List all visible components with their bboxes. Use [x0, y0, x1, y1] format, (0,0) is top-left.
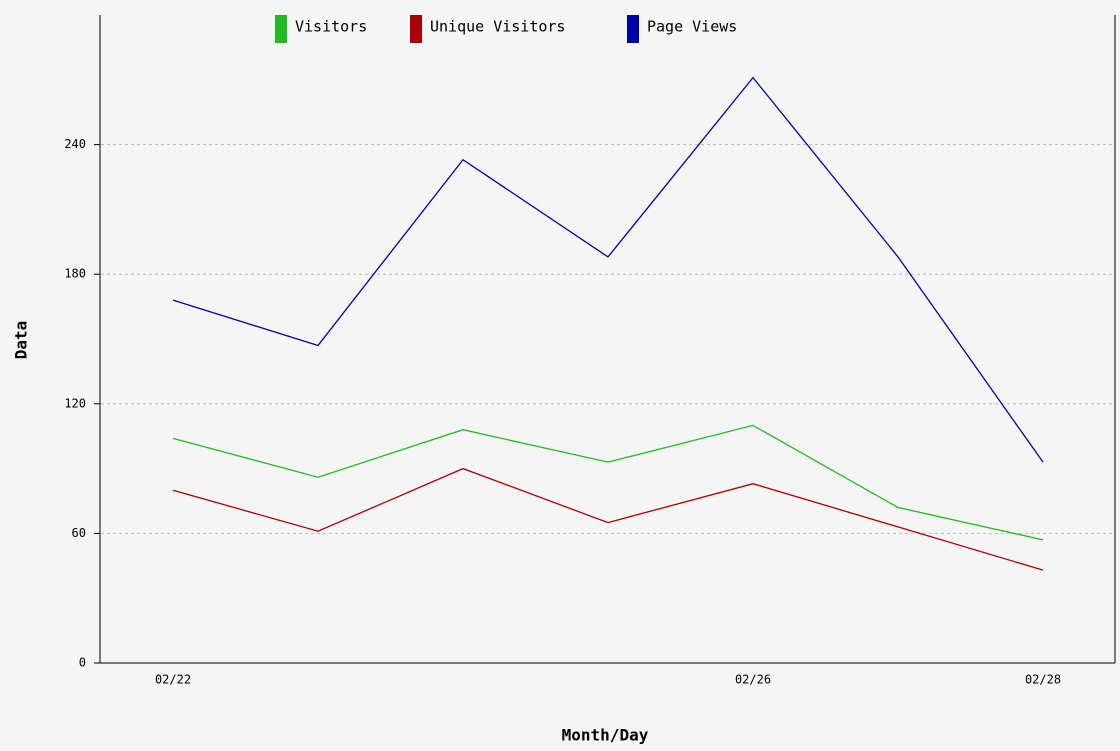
legend-swatch — [627, 15, 639, 43]
y-tick-label: 0 — [79, 656, 86, 670]
x-tick-label: 02/28 — [1025, 673, 1061, 687]
legend-text: Page Views — [647, 18, 737, 36]
legend-text: Unique Visitors — [430, 18, 565, 36]
data-line — [172, 467, 1044, 571]
y-tick-label: 120 — [64, 396, 86, 410]
y-tick-label: 240 — [64, 137, 86, 151]
x-tick-label: 02/22 — [155, 673, 191, 687]
y-tick-label: 60 — [72, 526, 86, 540]
y-axis-title: Data — [12, 321, 31, 360]
y-tick-label: 180 — [64, 267, 86, 281]
legend-text: Visitors — [295, 18, 367, 36]
x-tick-label: 02/26 — [735, 673, 771, 687]
x-axis-title: Month/Day — [562, 726, 649, 745]
data-line — [172, 76, 1044, 463]
legend-swatch — [410, 15, 422, 43]
legend-swatch — [275, 15, 287, 43]
data-line — [172, 424, 1044, 541]
